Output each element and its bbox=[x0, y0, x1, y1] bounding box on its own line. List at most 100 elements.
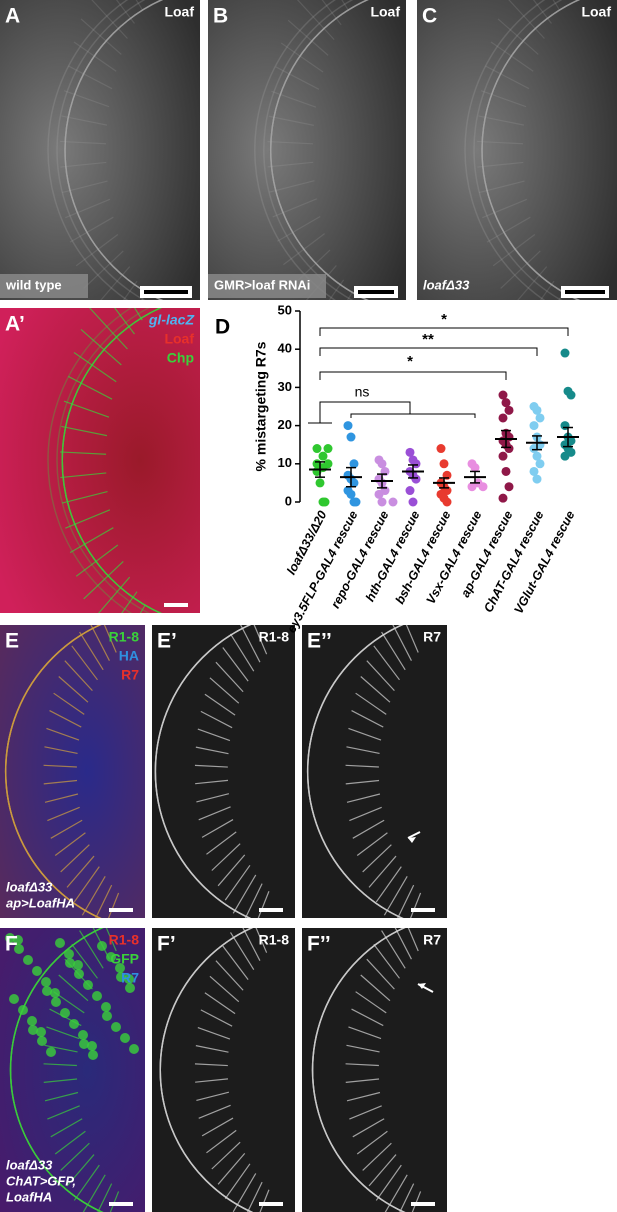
texture bbox=[44, 746, 78, 755]
texture bbox=[384, 1174, 408, 1212]
scale-bar bbox=[411, 1202, 435, 1206]
texture bbox=[79, 1039, 89, 1049]
micrograph bbox=[302, 625, 447, 918]
data-point bbox=[323, 444, 333, 454]
texture bbox=[195, 746, 229, 755]
texture bbox=[44, 1091, 79, 1102]
texture bbox=[60, 844, 90, 873]
arrow bbox=[407, 831, 421, 839]
texture bbox=[375, 866, 402, 903]
texture bbox=[18, 1005, 28, 1015]
genotype-label: ChAT>GFP, bbox=[6, 1173, 76, 1188]
texture bbox=[269, 180, 315, 193]
texture bbox=[37, 1036, 47, 1046]
texture bbox=[61, 308, 163, 613]
micrograph bbox=[152, 625, 295, 918]
significance-bracket bbox=[319, 327, 569, 336]
texture bbox=[51, 997, 61, 1007]
micrograph bbox=[152, 928, 295, 1212]
micrograph-panel bbox=[0, 625, 145, 918]
scale-bar bbox=[259, 908, 283, 912]
data-point bbox=[405, 486, 415, 496]
texture bbox=[63, 90, 110, 108]
micrograph-panel bbox=[0, 928, 145, 1212]
texture bbox=[253, 625, 268, 655]
data-point bbox=[501, 466, 511, 476]
texture bbox=[366, 958, 395, 990]
texture bbox=[47, 308, 133, 613]
texture bbox=[222, 647, 249, 682]
panel-label: F bbox=[5, 933, 18, 956]
scale-bar bbox=[109, 1202, 133, 1206]
texture bbox=[373, 645, 400, 681]
micrograph-bg bbox=[302, 625, 447, 918]
texture bbox=[275, 66, 320, 90]
texture bbox=[375, 1164, 402, 1201]
texture bbox=[47, 0, 129, 300]
scale-bar bbox=[144, 290, 188, 294]
data-point bbox=[312, 444, 322, 454]
texture bbox=[50, 1118, 83, 1138]
micrograph-panel bbox=[208, 0, 406, 300]
texture bbox=[373, 943, 400, 979]
texture bbox=[101, 1002, 111, 1012]
texture bbox=[120, 1033, 130, 1043]
panel-label: D bbox=[215, 316, 230, 339]
texture bbox=[79, 631, 104, 671]
micrograph-panel bbox=[0, 0, 200, 300]
texture bbox=[60, 140, 107, 145]
panel-label: A’ bbox=[5, 313, 25, 336]
texture bbox=[68, 65, 113, 90]
micrograph-bg bbox=[0, 308, 200, 613]
texture bbox=[64, 660, 93, 692]
texture bbox=[321, 0, 342, 26]
texture bbox=[50, 988, 60, 998]
texture bbox=[197, 728, 231, 742]
channel-label: R7 bbox=[121, 667, 139, 683]
texture bbox=[242, 928, 261, 961]
texture bbox=[135, 0, 143, 11]
texture bbox=[224, 1163, 251, 1199]
texture bbox=[92, 928, 110, 960]
texture bbox=[222, 945, 249, 980]
texture bbox=[328, 279, 345, 300]
texture bbox=[65, 958, 75, 968]
micrograph-bg bbox=[208, 0, 406, 300]
texture bbox=[97, 1183, 113, 1212]
y-tick-label: 40 bbox=[278, 341, 292, 356]
texture bbox=[43, 1078, 78, 1083]
texture bbox=[28, 1025, 38, 1035]
texture bbox=[346, 1091, 381, 1102]
texture bbox=[346, 746, 380, 755]
texture bbox=[129, 1044, 139, 1054]
micrograph-panel bbox=[302, 625, 447, 918]
scale-bar bbox=[358, 290, 394, 294]
texture bbox=[480, 90, 527, 108]
channel-label: R7 bbox=[423, 629, 441, 645]
texture bbox=[232, 874, 257, 914]
texture bbox=[399, 1183, 415, 1212]
texture bbox=[58, 676, 89, 703]
texture bbox=[267, 161, 314, 168]
scale-bar bbox=[565, 290, 605, 294]
texture bbox=[362, 844, 392, 873]
y-axis-label: % mistargeting R7s bbox=[253, 341, 269, 471]
texture bbox=[201, 819, 234, 838]
data-point bbox=[436, 444, 446, 454]
data-point bbox=[439, 459, 449, 469]
texture bbox=[64, 949, 74, 959]
significance-label: ** bbox=[422, 331, 434, 348]
texture bbox=[200, 1009, 233, 1027]
channel-label: Loaf bbox=[370, 4, 400, 20]
genotype-label: loafΔ33 bbox=[6, 1157, 53, 1172]
texture bbox=[368, 1154, 397, 1187]
data-point bbox=[478, 482, 488, 492]
texture bbox=[49, 710, 82, 728]
data-point bbox=[535, 413, 545, 423]
texture bbox=[229, 932, 255, 971]
micrograph-bg bbox=[417, 0, 617, 300]
texture bbox=[351, 710, 384, 728]
texture bbox=[352, 819, 385, 839]
texture bbox=[539, 280, 555, 300]
